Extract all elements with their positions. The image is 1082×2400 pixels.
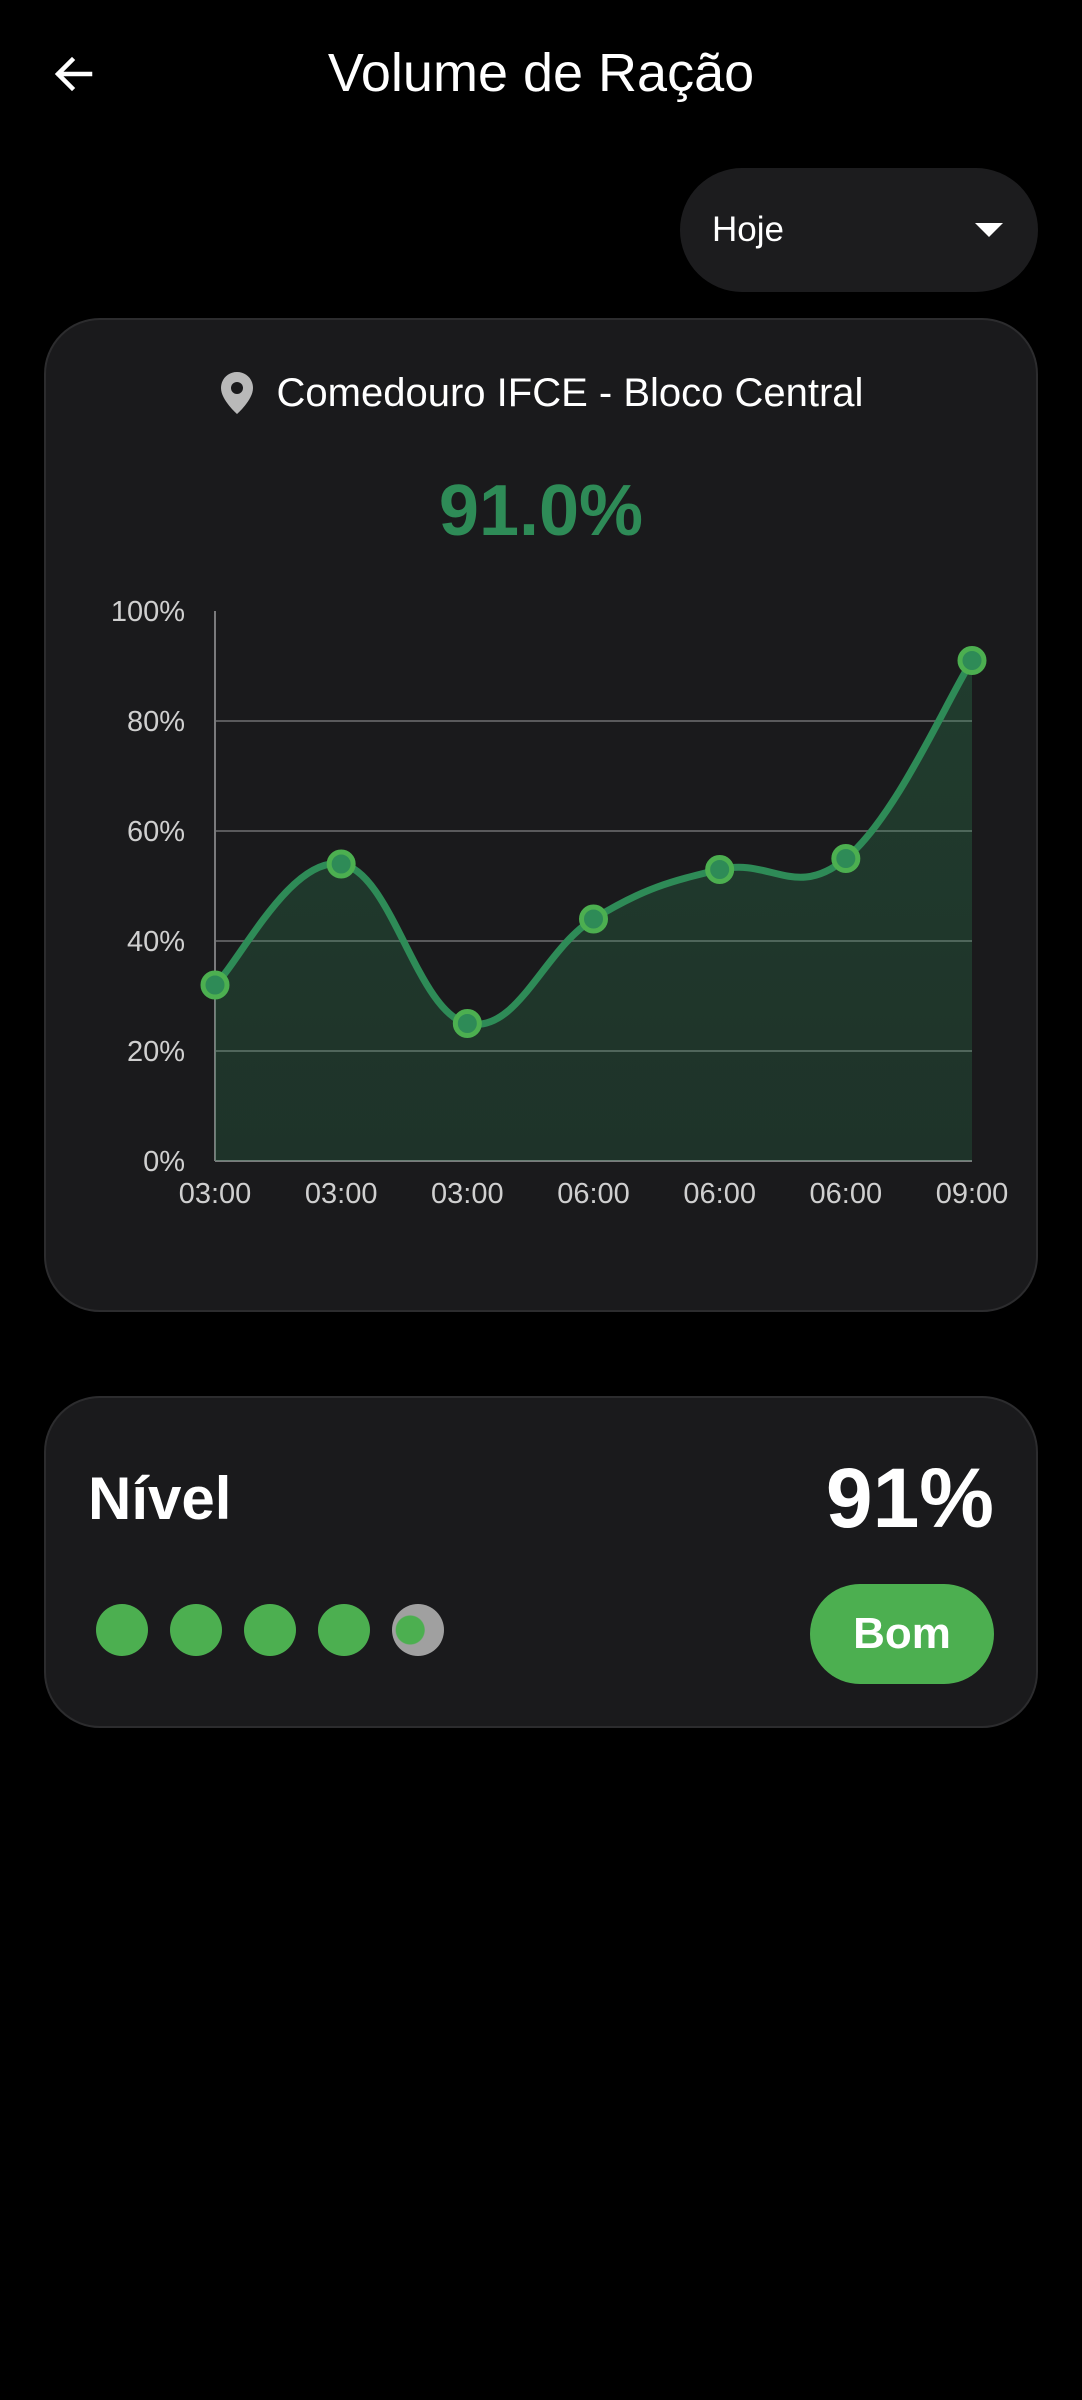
map-pin-icon [220, 372, 253, 414]
chart-y-tick-label: 0% [143, 1146, 185, 1178]
chart-x-tick-label: 06:00 [810, 1178, 883, 1210]
chart-x-tick-label: 06:00 [557, 1178, 630, 1210]
chart-data-point [200, 970, 230, 1000]
chart-area-fill [215, 660, 972, 1161]
chart-data-point [831, 844, 861, 873]
level-dot-2 [170, 1604, 222, 1656]
level-dot-1 [96, 1604, 148, 1656]
level-dot-3 [244, 1604, 296, 1656]
chart-x-tick-label: 03:00 [431, 1178, 504, 1210]
caret-down-icon [975, 223, 1003, 237]
chart-x-tick-label: 03:00 [179, 1178, 252, 1210]
chart-y-tick-label: 20% [127, 1036, 185, 1068]
location-row: Comedouro IFCE - Bloco Central [46, 370, 1036, 416]
chart-y-tick-label: 100% [111, 596, 185, 628]
status-badge: Bom [810, 1584, 994, 1684]
period-dropdown[interactable]: Hoje [680, 168, 1038, 292]
chart-x-tick-label: 06:00 [683, 1178, 756, 1210]
period-dropdown-value: Hoje [712, 210, 784, 249]
chart-data-point [579, 904, 608, 934]
chart-x-tick-label: 09:00 [936, 1178, 1009, 1210]
chart-y-tick-label: 60% [127, 816, 185, 848]
chart-data-point [705, 855, 735, 884]
back-button[interactable] [36, 36, 112, 112]
chart-data-point [326, 849, 356, 879]
level-card: Nível 91% Bom [44, 1396, 1038, 1728]
app-bar: Volume de Ração [0, 0, 1082, 150]
level-dot-5 [392, 1604, 444, 1656]
level-title: Nível [88, 1465, 232, 1532]
chart-points [200, 646, 987, 1038]
level-dot-4 [318, 1604, 370, 1656]
chart-y-tick-label: 40% [127, 926, 185, 958]
page-title: Volume de Ração [327, 43, 755, 103]
chart-x-tick-label: 03:00 [305, 1178, 378, 1210]
level-indicator-dots [96, 1604, 444, 1656]
location-name: Comedouro IFCE - Bloco Central [276, 370, 864, 415]
chart-y-tick-label: 80% [127, 706, 185, 738]
level-value: 91% [825, 1451, 994, 1545]
current-volume-percent: 91.0% [438, 471, 644, 551]
volume-line-chart: 0%20%40%60%80%100% 03:00 03:00 03:00 06:00 0… [111, 596, 1009, 1210]
chart-y-ticks: 0% 20% 40% 60% 80% 100% [111, 596, 185, 1178]
chart-data-point [957, 646, 987, 675]
chart-data-point [452, 1009, 482, 1038]
chart-x-ticks: 03:00 03:00 03:00 06:00 06:00 06:00 09:00 [179, 1178, 1009, 1210]
arrow-left-icon [54, 56, 93, 92]
volume-chart-card: Comedouro IFCE - Bloco Central 91.0% 0% 2… [44, 318, 1038, 1312]
